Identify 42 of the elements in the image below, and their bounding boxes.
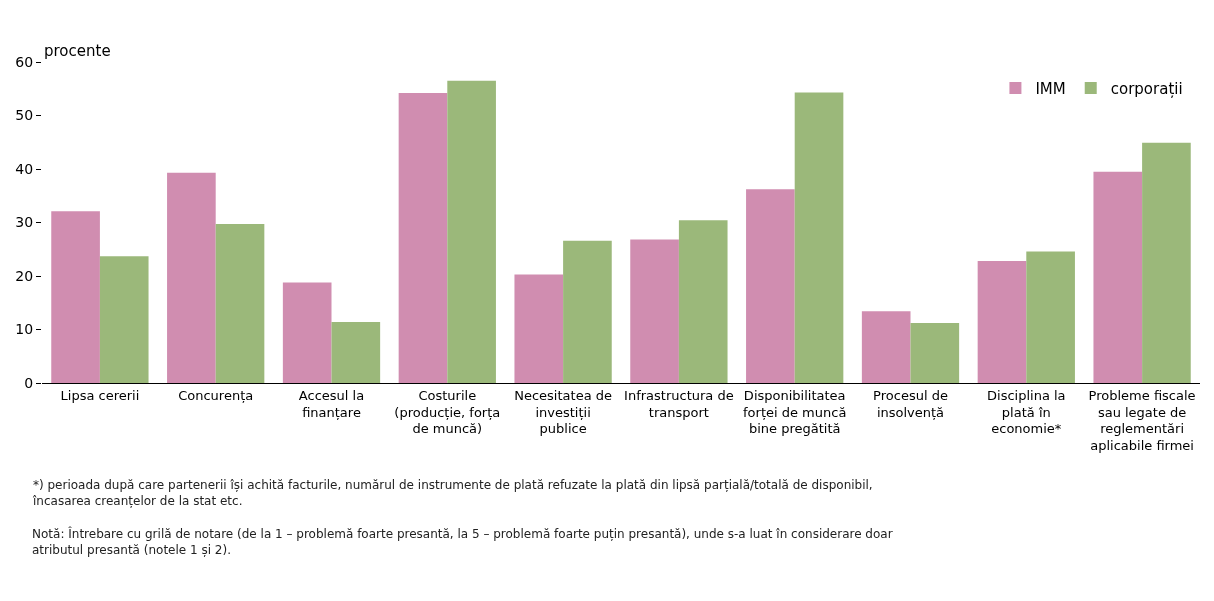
bar (167, 172, 216, 383)
bar (678, 220, 728, 383)
bar (746, 189, 795, 383)
bar (794, 92, 844, 383)
text: Notă: Întrebare cu grilă de notare (de la 1 – problemă foarte presantă, la 5 – problemă foarte puțin presantă), unde s-a luat în considerare doar atributul presantă (notele 1 și 2). (32, 526, 893, 557)
y-tick-label: 50 (15, 107, 34, 124)
x-tick-label: Accesul la finanțare (298, 387, 365, 420)
y-tick-label: 20 (15, 267, 34, 284)
bar (1093, 171, 1143, 383)
bar (514, 274, 564, 383)
x-tick-label: Probleme fiscale sau legate de reglementări aplicabile firmei (1088, 387, 1196, 454)
x-tick-label: Procesul de insolvență (873, 387, 948, 420)
bar (910, 323, 960, 383)
x-tick-label: Necesitatea de investiții publice (514, 387, 612, 437)
bar (447, 80, 496, 383)
text: *) perioada după care partenerii își achită facturile, numărul de instrumente de plată refuzate la plată din lipsă parțială/totală de disponibil, încasarea creanțelor de la stat etc. (32, 478, 873, 508)
legend-label: corporații (1110, 79, 1183, 98)
bar (630, 239, 679, 383)
bar (1026, 251, 1075, 383)
y-tick-label: 10 (15, 321, 34, 338)
bar (563, 240, 612, 383)
bar (331, 322, 381, 383)
bar (215, 224, 265, 383)
bar (1142, 142, 1191, 383)
bar (861, 311, 911, 383)
y-tick-label: 40 (15, 160, 34, 177)
x-tick-label: Lipsa cererii (60, 387, 140, 403)
y-tick-label: 0 (24, 374, 34, 391)
y-tick-label: 30 (15, 214, 34, 231)
x-tick-label: Costurile (producție, forța de muncă) (394, 387, 501, 437)
x-tick-label: Disciplina la plată în economie* (987, 387, 1066, 437)
bar (282, 282, 332, 383)
x-tick-label: Infrastructura de transport (624, 387, 734, 420)
bar (51, 211, 100, 383)
y-tick-label: 60 (15, 53, 34, 70)
y-axis-title: procente (44, 42, 111, 60)
bar (398, 93, 448, 383)
bar (99, 256, 149, 383)
bar (977, 261, 1027, 383)
x-tick-label: Disponibilitatea forței de muncă bine pregătită (743, 387, 847, 437)
legend-label: IMM (1035, 79, 1066, 98)
x-tick-label: Concurența (178, 387, 254, 403)
